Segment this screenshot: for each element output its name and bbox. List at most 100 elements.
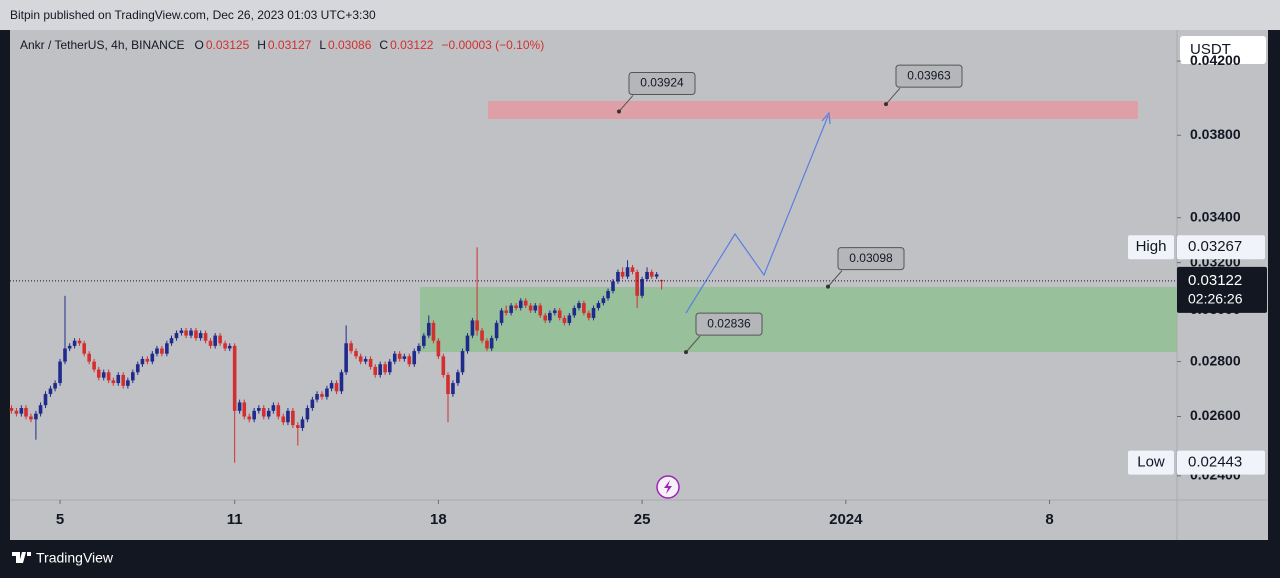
candle-body: [203, 333, 208, 341]
currency: USDT: [1190, 41, 1231, 58]
candle-body: [213, 335, 217, 346]
candle-body: [218, 335, 222, 344]
candle-body: [451, 383, 455, 395]
candle-body: [557, 310, 562, 318]
candle-body: [145, 358, 150, 362]
candle-body: [417, 345, 421, 352]
candle-body: [189, 330, 193, 336]
candle-body: [436, 340, 441, 357]
y-tick-label: 0.04200: [1190, 52, 1241, 68]
candle-body: [174, 333, 179, 339]
x-tick-label: 8: [1045, 511, 1053, 528]
candle-body: [126, 380, 130, 386]
brand: TradingView: [36, 550, 114, 566]
candle-body: [227, 345, 232, 349]
ohlc-value: 0.03086: [328, 38, 372, 52]
candle-body: [606, 290, 610, 299]
candle-body: [485, 340, 489, 349]
brand-logo: [12, 552, 31, 563]
candle-body: [208, 340, 213, 346]
candle-body: [412, 351, 417, 365]
candle-body: [635, 271, 639, 296]
candle-body: [14, 410, 19, 414]
candle-body: [470, 320, 475, 336]
candle-body: [325, 388, 329, 397]
x-tick-label: 11: [227, 511, 243, 528]
candle-body: [354, 351, 358, 357]
candle-body: [654, 274, 659, 277]
callout-box: [695, 312, 763, 336]
high-label: High: [1136, 238, 1167, 255]
candle-body: [135, 364, 140, 373]
callout-pointer: [885, 87, 901, 105]
candle-body: [620, 271, 625, 277]
candle-body: [397, 353, 402, 359]
ohlc-label: C: [379, 38, 388, 52]
candle-body: [625, 267, 630, 277]
candle-body: [494, 322, 499, 339]
candle-body: [572, 307, 577, 316]
candle-body: [577, 303, 581, 308]
candle-body: [509, 305, 513, 313]
candle-body: [276, 405, 281, 417]
candle-body: [426, 322, 431, 336]
candle-body: [19, 408, 24, 414]
candle-body: [649, 271, 654, 277]
callout-box: [837, 247, 905, 271]
candle-body: [329, 383, 334, 389]
ohlc-value: 0.03125: [206, 38, 250, 52]
candle-body: [582, 303, 586, 313]
candle-body: [630, 267, 635, 272]
candle-body: [116, 374, 121, 384]
x-tick-label: 25: [634, 511, 651, 528]
candle-body: [460, 351, 465, 373]
candle-body: [548, 312, 552, 321]
callout-box: [628, 71, 696, 95]
x-tick-label: 18: [430, 511, 447, 528]
candle-body: [237, 402, 242, 411]
resistance-zone: [488, 101, 1138, 119]
candle-body: [552, 310, 557, 313]
projection-line: [685, 115, 829, 314]
candle-body: [24, 408, 28, 417]
events-bolt: [664, 480, 672, 494]
callout-label: 0.03924: [640, 76, 684, 90]
callout-label: 0.03963: [907, 68, 951, 82]
header-bar: [0, 0, 1280, 30]
y-tick-label: 0.03400: [1190, 208, 1241, 224]
x-tick-label: 2024: [829, 511, 863, 528]
candle-body: [305, 408, 310, 420]
candle-body: [48, 388, 53, 395]
low-value-box: [1177, 450, 1265, 475]
candle-body: [373, 366, 378, 375]
callout-label: 0.03098: [849, 251, 893, 265]
currency-button[interactable]: [1180, 36, 1266, 64]
candle-body: [169, 338, 174, 344]
candle-body: [456, 372, 460, 384]
candle-body: [645, 271, 649, 280]
candle-body: [562, 317, 567, 323]
candle-body: [271, 405, 276, 411]
candle-body: [640, 279, 644, 296]
candle-body: [43, 394, 48, 406]
candle-body: [296, 425, 300, 429]
x-tick-label: 5: [56, 511, 64, 528]
callout-pointer: [685, 335, 701, 353]
candle-body: [257, 408, 261, 411]
candle-body: [465, 335, 470, 352]
callout-point: [684, 350, 688, 355]
candle-body: [286, 410, 290, 423]
candle-body: [523, 300, 528, 306]
candle-body: [339, 372, 344, 392]
support-zone: [420, 287, 1177, 352]
candle-body: [53, 383, 57, 389]
candle-body: [179, 330, 184, 334]
candle-body: [106, 372, 111, 381]
callout-box: [895, 64, 963, 88]
candle-body: [247, 416, 252, 420]
candle-body: [528, 305, 533, 311]
callout-label: 0.02836: [707, 316, 751, 330]
candle-body: [310, 399, 315, 409]
candle-body: [567, 315, 572, 323]
candle-body: [223, 343, 227, 349]
